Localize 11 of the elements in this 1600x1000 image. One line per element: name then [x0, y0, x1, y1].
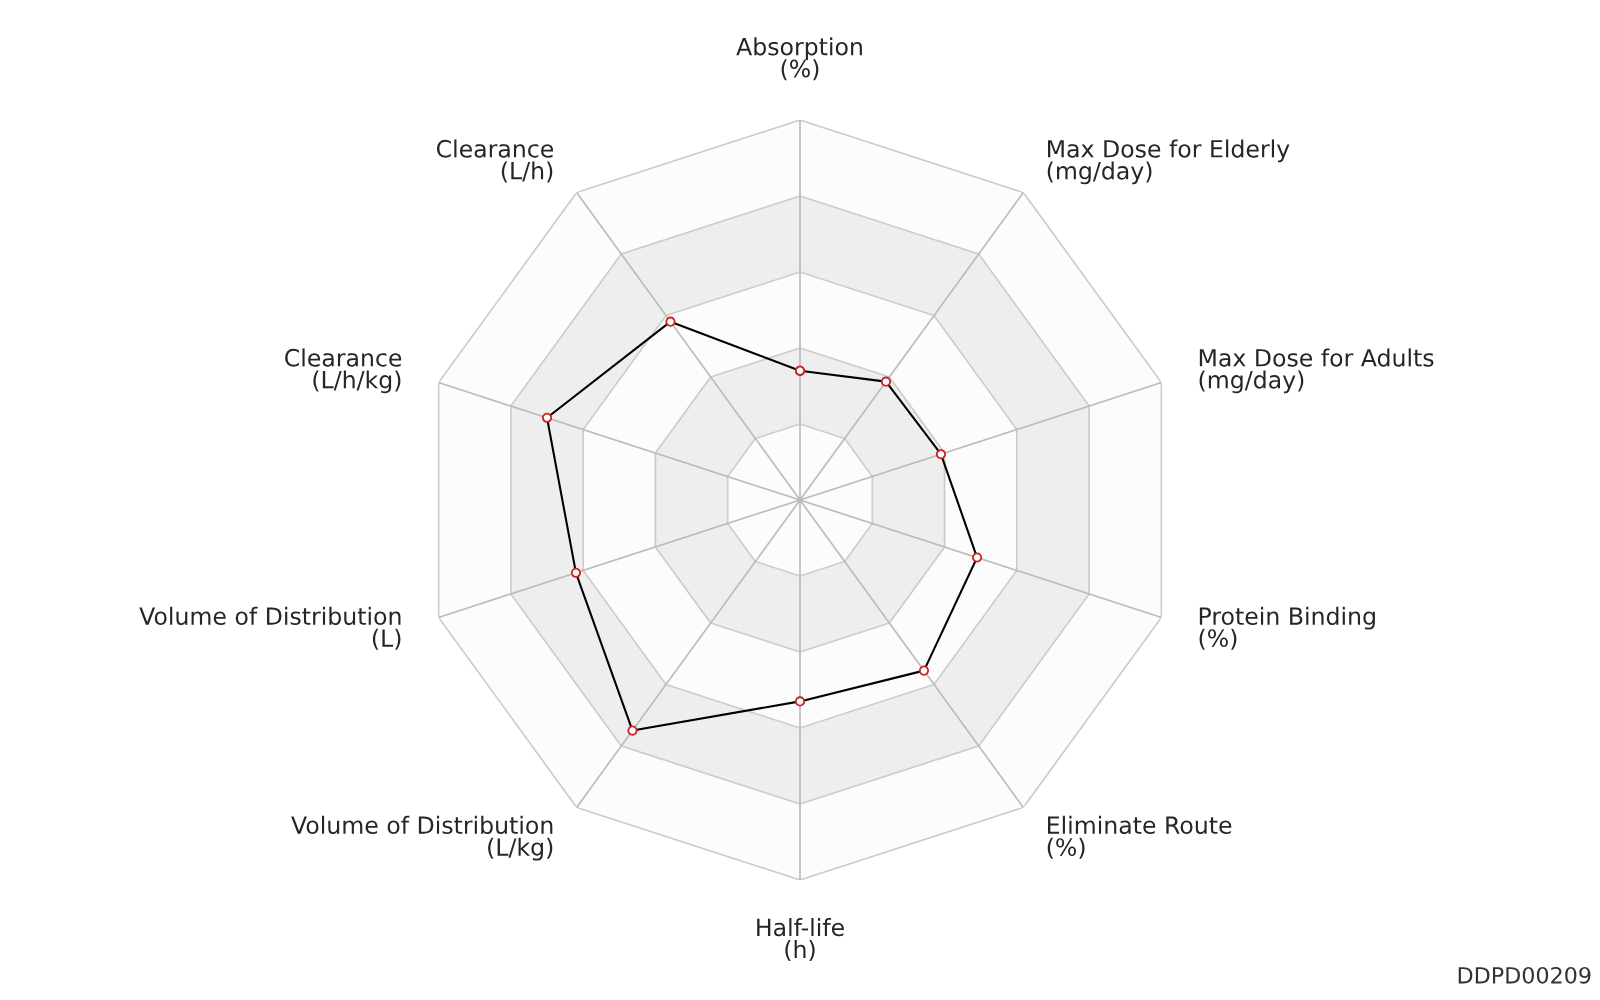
spoke-label: Max Dose for Adults (mg/day): [1199, 348, 1434, 394]
text: DDPD00209: [1458, 966, 1591, 984]
spoke-label: Protein Binding (%): [1199, 606, 1375, 650]
spoke-label: Volume of Distribution (L/kg): [291, 815, 553, 861]
spoke-label: Max Dose for Elderly (mg/day): [1047, 139, 1290, 185]
spoke-label: Half-life (h): [757, 918, 844, 962]
spoke-label: Volume of Distribution (L): [139, 606, 401, 650]
spoke-label: Clearance (L/h/kg): [285, 348, 402, 394]
spoke-label: Eliminate Route (%): [1047, 815, 1232, 859]
spoke-label: Clearance (L/h): [436, 139, 554, 183]
spoke-label: Absorption (%): [736, 37, 862, 81]
